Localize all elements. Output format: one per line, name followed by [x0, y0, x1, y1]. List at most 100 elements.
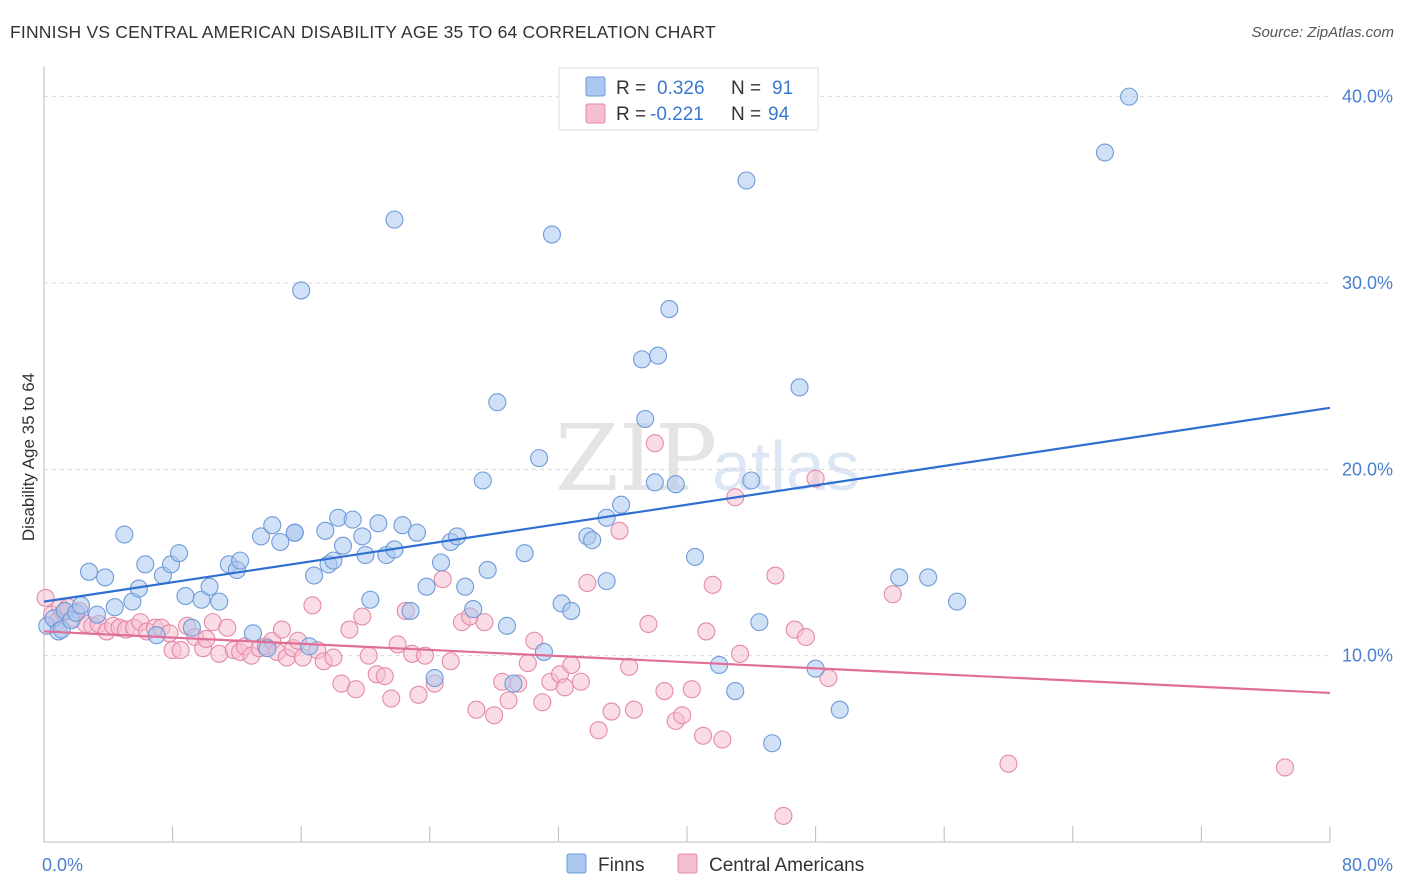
finns-point: [425, 668, 444, 688]
central-americans-point: [578, 573, 597, 593]
central-americans-point: [774, 806, 793, 825]
finns-point: [763, 734, 782, 753]
finns-point: [790, 378, 809, 397]
legend-n-label: N =: [731, 104, 761, 125]
finns-point: [919, 568, 938, 587]
series-finns: [38, 87, 1139, 753]
central-americans-point: [562, 655, 581, 675]
central-americans-point: [359, 646, 378, 665]
central-americans-point: [433, 570, 452, 589]
bottom-legend-label-finns: Finns: [598, 855, 644, 876]
finns-point: [292, 281, 311, 300]
central-americans-point: [475, 613, 494, 632]
finns-point: [333, 536, 353, 555]
finns-trend-line: [43, 406, 1331, 603]
x-tick-label: 0.0%: [42, 855, 83, 875]
finns-point: [115, 525, 134, 544]
finns-point: [737, 171, 756, 190]
bottom-legend-swatch-finns: [566, 853, 587, 874]
central-americans-point: [382, 689, 401, 708]
central-americans-point: [624, 700, 644, 719]
central-americans-point: [353, 607, 372, 626]
legend-n-value-finns: 91: [772, 78, 793, 99]
finns-point: [515, 544, 534, 563]
central-americans-point: [388, 635, 407, 654]
finns-point: [176, 586, 195, 606]
legend: R = 0.326 N = 91 R = -0.221 N = 94: [558, 67, 819, 131]
finns-point: [632, 350, 652, 369]
finns-point: [597, 572, 616, 591]
finns-point: [649, 346, 668, 365]
central-americans-point: [499, 691, 518, 710]
central-americans-point: [303, 596, 322, 615]
source-credit: Source: ZipAtlas.com: [1251, 24, 1394, 41]
finns-point: [534, 642, 553, 661]
central-americans-point: [655, 682, 674, 701]
finns-point: [343, 510, 362, 529]
central-americans-point: [703, 575, 722, 594]
finns-point: [385, 210, 404, 229]
finns-point: [147, 626, 166, 645]
finns-point: [685, 547, 705, 566]
central-americans-point: [766, 566, 785, 585]
chart-title: FINNISH VS CENTRAL AMERICAN DISABILITY A…: [10, 22, 716, 42]
central-americans-point: [673, 706, 692, 725]
finns-point: [271, 532, 290, 552]
finns-point: [105, 598, 124, 617]
axes: [43, 66, 1331, 843]
central-americans-point: [602, 702, 621, 721]
bottom-legend-swatch-central-americans: [677, 853, 698, 874]
y-tick-label: 10.0%: [1342, 646, 1393, 666]
central-americans-point: [999, 754, 1018, 773]
central-americans-point: [713, 730, 732, 749]
trend-lines: [43, 406, 1331, 695]
y-axis-label: Disability Age 35 to 64: [19, 373, 38, 541]
y-tick-label: 20.0%: [1342, 459, 1393, 479]
finns-point: [169, 544, 189, 563]
central-americans-point: [340, 620, 359, 639]
finns-point: [401, 601, 420, 620]
finns-point: [583, 531, 602, 550]
finns-point: [456, 577, 475, 596]
central-americans-point: [697, 622, 716, 641]
central-americans-point: [533, 693, 552, 712]
central-americans-point: [272, 620, 291, 639]
central-americans-point: [645, 434, 664, 453]
legend-r-value-central-americans: -0.221: [650, 104, 704, 125]
legend-swatch-central-americans: [585, 103, 606, 124]
central-americans-point: [730, 644, 750, 663]
central-americans-point: [171, 641, 190, 660]
legend-r-label: R =: [616, 104, 646, 125]
finns-point: [478, 560, 497, 579]
finns-point: [497, 616, 517, 635]
legend-n-label: N =: [731, 78, 761, 99]
finns-point: [305, 566, 324, 585]
finns-point: [361, 590, 380, 609]
finns-point: [353, 527, 372, 546]
finns-point: [407, 523, 426, 542]
central-americans-point: [415, 646, 435, 665]
central-americans-point: [375, 667, 394, 686]
finns-point: [660, 300, 679, 319]
finns-point: [417, 577, 436, 596]
finns-point: [645, 473, 664, 492]
central-americans-point: [324, 648, 343, 667]
finns-point: [182, 618, 201, 637]
central-americans-point: [441, 652, 460, 671]
finns-point: [79, 562, 99, 581]
central-americans-point: [36, 588, 55, 607]
finns-point: [285, 523, 304, 542]
legend-n-value-central-americans: 94: [768, 104, 790, 125]
central-americans-point: [467, 700, 486, 719]
finns-point: [393, 516, 412, 535]
central-americans-point: [1275, 758, 1295, 777]
finns-point: [324, 551, 343, 570]
central-americans-point: [610, 521, 629, 540]
finns-point: [666, 475, 685, 494]
finns-point: [369, 514, 388, 533]
legend-r-value-finns: 0.326: [657, 78, 705, 99]
finns-point: [136, 555, 155, 574]
finns-point: [636, 409, 655, 429]
finns-point: [542, 225, 562, 244]
finns-point: [432, 553, 451, 572]
